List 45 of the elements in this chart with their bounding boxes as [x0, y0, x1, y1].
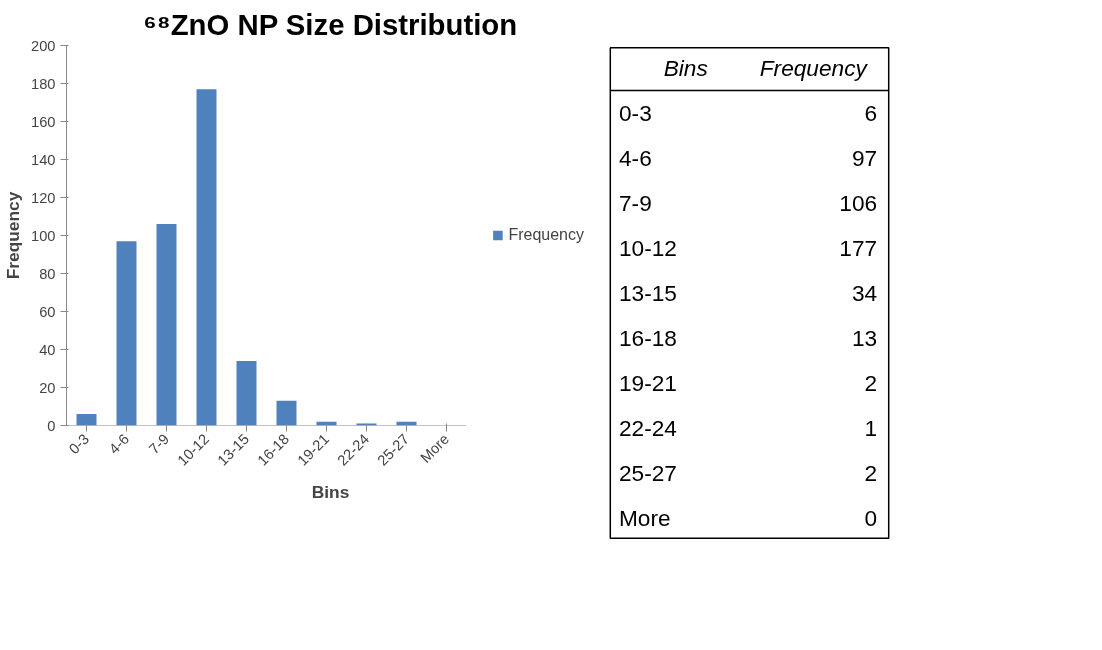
y-tick-label: 140 — [31, 151, 56, 168]
y-tick-label: 100 — [31, 227, 56, 244]
text: Bins — [663, 55, 708, 81]
bar — [236, 360, 257, 426]
x-tick-label: 4-6 — [105, 430, 133, 458]
bar — [76, 414, 97, 426]
text: 1 — [864, 414, 878, 441]
legend-label: Frequency — [508, 226, 584, 244]
y-tick-label: 180 — [31, 75, 56, 92]
y-tick-label: 0 — [47, 417, 56, 434]
category-label: 7-9 — [619, 189, 652, 216]
y-tick-label: 80 — [39, 265, 56, 282]
category-label: 0-3 — [619, 99, 652, 126]
text: 2 — [864, 459, 878, 486]
bar — [276, 400, 297, 426]
text: 34 — [851, 279, 878, 306]
y-tick-label: 60 — [39, 303, 56, 320]
category-label: 25-27 — [619, 459, 677, 486]
category-label: 4-6 — [619, 144, 652, 171]
text: 2 — [864, 369, 878, 396]
text: Frequency — [759, 55, 869, 81]
text: 106 — [839, 189, 878, 216]
category-label: More — [619, 505, 671, 531]
x-tick-label: 0-3 — [65, 430, 93, 458]
category-label: 19-21 — [619, 369, 677, 396]
y-tick-label: 120 — [31, 189, 56, 206]
text: 0 — [864, 504, 878, 531]
category-label: 10-12 — [619, 234, 677, 261]
y-tick-label: 160 — [31, 113, 56, 130]
bar — [196, 89, 217, 426]
text: 177 — [839, 234, 878, 261]
y-tick-label: 200 — [31, 37, 56, 54]
bar — [116, 241, 137, 426]
text: 13 — [851, 324, 878, 351]
y-tick-label: 40 — [39, 341, 56, 358]
bar — [156, 224, 177, 426]
category-label: 13-15 — [619, 279, 677, 306]
x-tick-label: 7-9 — [145, 430, 173, 458]
category-label: 16-18 — [619, 324, 677, 351]
text: 97 — [851, 144, 878, 171]
y-tick-label: 20 — [39, 379, 56, 396]
text: 6 — [864, 99, 878, 126]
x-axis-title: Bins — [311, 482, 350, 503]
chart-title: ⁶⁸ZnO NP Size Distribution — [143, 7, 518, 41]
y-axis-title: Frequency — [3, 191, 24, 280]
